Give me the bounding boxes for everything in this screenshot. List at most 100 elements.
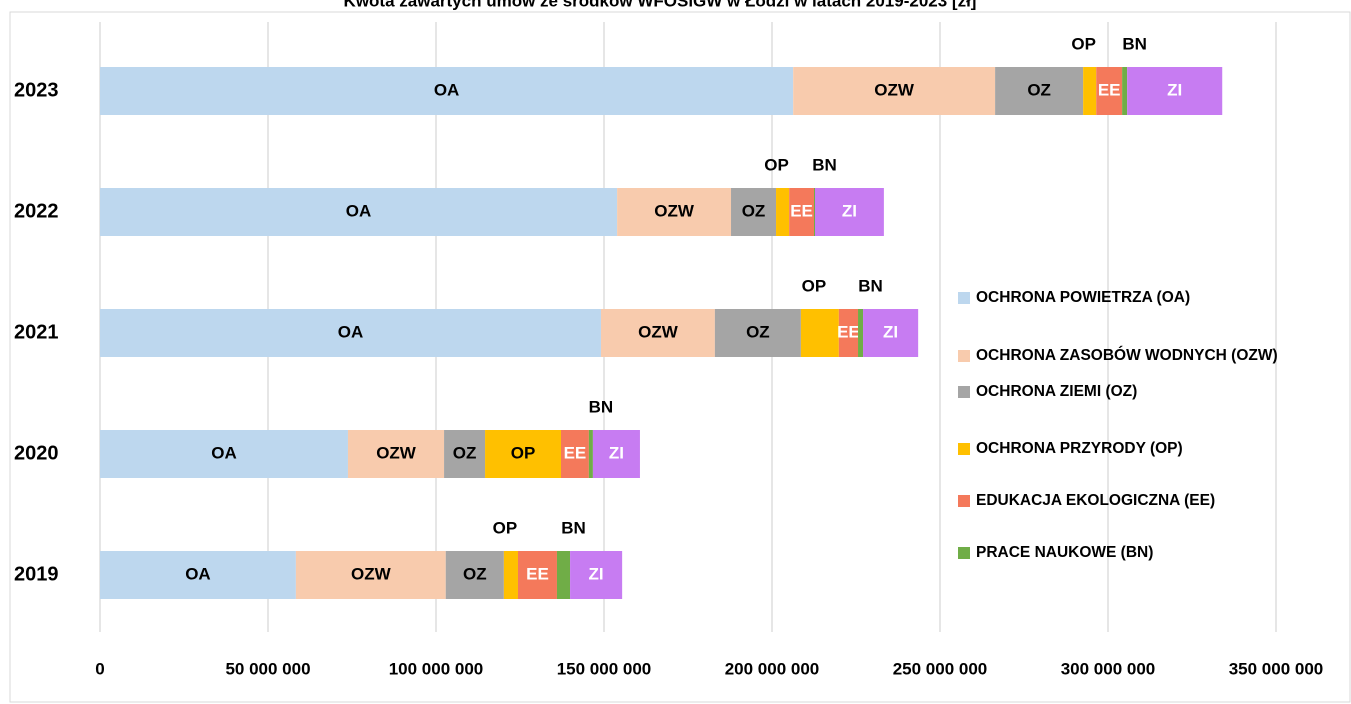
- x-tick-label: 150 000 000: [557, 659, 652, 678]
- legend-item: EDUKACJA EKOLOGICZNA (EE): [958, 491, 1288, 510]
- y-tick-label: 2020: [14, 442, 59, 464]
- bar-segment: [731, 188, 777, 236]
- bar-segment: [995, 67, 1084, 115]
- segment-label: OA: [185, 564, 211, 583]
- segment-label: OA: [346, 201, 372, 220]
- bar-segment: [814, 188, 816, 236]
- bar-segment: [1122, 67, 1128, 115]
- segment-label: ZI: [1167, 80, 1182, 99]
- segment-label: OZW: [874, 80, 915, 99]
- legend-item: OCHRONA ZASOBÓW WODNYCH (OZW): [958, 346, 1288, 365]
- bar-segment: [295, 551, 446, 599]
- segment-label: OA: [434, 80, 460, 99]
- legend-item: OCHRONA POWIETRZA (OA): [958, 288, 1288, 307]
- bar-segment: [588, 430, 593, 478]
- bar-segment: [600, 309, 715, 357]
- legend-swatch: [958, 350, 970, 362]
- bar-segment: [800, 309, 839, 357]
- bar-segment: [592, 430, 640, 478]
- legend-swatch: [958, 386, 970, 398]
- bar-segment: [347, 430, 445, 478]
- legend-label: OCHRONA ZASOBÓW WODNYCH (OZW): [976, 347, 1278, 364]
- segment-label: OA: [211, 443, 237, 462]
- legend-swatch: [958, 292, 970, 304]
- x-tick-label: 100 000 000: [389, 659, 484, 678]
- bar-segment: [815, 188, 884, 236]
- x-tick-label: 350 000 000: [1229, 659, 1324, 678]
- segment-label: BN: [589, 397, 614, 416]
- segment-label: OP: [493, 518, 518, 537]
- chart-title: Kwota zawartych umów ze środków WFOŚiGW …: [344, 0, 977, 10]
- segment-label: OP: [802, 276, 827, 295]
- bar-segment: [793, 67, 996, 115]
- bar-segment: [100, 67, 794, 115]
- bar-segment: [560, 430, 589, 478]
- segment-label: BN: [812, 155, 837, 174]
- segment-label: OZ: [1027, 80, 1051, 99]
- bar-segment: [1127, 67, 1223, 115]
- bar-segment: [100, 430, 348, 478]
- chart-frame: [9, 11, 1351, 703]
- segment-label: EE: [790, 201, 813, 220]
- legend-swatch: [958, 443, 970, 455]
- segment-label: OZW: [351, 564, 392, 583]
- segment-label: OZ: [746, 322, 770, 341]
- y-tick-label: 2022: [14, 200, 59, 222]
- x-tick-label: 0: [95, 659, 104, 678]
- segment-label: ZI: [609, 443, 624, 462]
- segment-label: EE: [526, 564, 549, 583]
- bar-segment: [100, 551, 296, 599]
- segment-label: EE: [564, 443, 587, 462]
- x-tick-label: 200 000 000: [725, 659, 820, 678]
- legend-label: OCHRONA ZIEMI (OZ): [976, 383, 1138, 400]
- y-tick-label: 2023: [14, 79, 59, 101]
- legend-item: OCHRONA ZIEMI (OZ): [958, 382, 1288, 401]
- bar-segment: [485, 430, 561, 478]
- bar-segment: [570, 551, 623, 599]
- x-tick-label: 50 000 000: [225, 659, 310, 678]
- legend-label: OCHRONA POWIETRZA (OA): [976, 289, 1191, 306]
- legend-item: PRACE NAUKOWE (BN): [958, 543, 1288, 562]
- segment-label: OZW: [638, 322, 679, 341]
- y-tick-label: 2021: [14, 321, 59, 343]
- bar-segment: [444, 430, 486, 478]
- bar-segment: [863, 309, 919, 357]
- bar-segment: [858, 309, 864, 357]
- segment-label: BN: [561, 518, 586, 537]
- bar-segment: [789, 188, 814, 236]
- bar-segment: [776, 188, 790, 236]
- segment-label: BN: [858, 276, 883, 295]
- segment-label: OZW: [654, 201, 695, 220]
- segment-label: OZ: [742, 201, 766, 220]
- bar-segment: [517, 551, 557, 599]
- legend-swatch: [958, 547, 970, 559]
- segment-label: ZI: [842, 201, 857, 220]
- bar-segment: [838, 309, 859, 357]
- legend-label: OCHRONA PRZYRODY (OP): [976, 440, 1183, 457]
- segment-label: OA: [338, 322, 364, 341]
- bar-segment: [556, 551, 571, 599]
- legend-label: PRACE NAUKOWE (BN): [976, 544, 1154, 561]
- legend: OCHRONA POWIETRZA (OA) OCHRONA ZASOBÓW WO…: [958, 288, 1288, 562]
- y-tick-label: 2019: [14, 563, 59, 585]
- legend-label: EDUKACJA EKOLOGICZNA (EE): [976, 492, 1216, 509]
- bar-segment: [617, 188, 732, 236]
- bar-segment: [100, 188, 618, 236]
- segment-label: OP: [764, 155, 789, 174]
- segment-label: OZW: [376, 443, 417, 462]
- x-tick-label: 250 000 000: [893, 659, 988, 678]
- bar-segment: [1083, 67, 1097, 115]
- segment-label: EE: [1098, 80, 1121, 99]
- segment-label: OZ: [463, 564, 487, 583]
- bar-segment: [1096, 67, 1123, 115]
- segment-label: BN: [1122, 34, 1147, 53]
- segment-label: ZI: [883, 322, 898, 341]
- segment-label: OP: [1071, 34, 1096, 53]
- legend-item: OCHRONA PRZYRODY (OP): [958, 439, 1288, 458]
- bar-segment: [445, 551, 504, 599]
- bar-segment: [714, 309, 801, 357]
- segment-label: OP: [511, 443, 536, 462]
- segment-label: EE: [837, 322, 860, 341]
- bar-segment: [503, 551, 518, 599]
